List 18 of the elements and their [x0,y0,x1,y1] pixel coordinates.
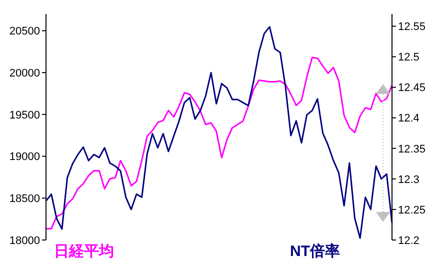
y-tick-label: 19500 [9,109,40,122]
y2-tick-label: 12.5 [398,52,420,64]
y2-tick-label: 12.55 [398,21,426,34]
line-series [45,26,393,239]
y2-tick-label: 12.4 [398,112,420,125]
y2-tick-label: 12.45 [398,82,426,94]
y-tick-label: 18000 [9,234,40,247]
y2-tick-label: 12.3 [398,174,420,186]
y-tick-label: 20000 [9,68,40,80]
y-tick-label: 20500 [9,26,40,38]
y2-tick-label: 12.2 [398,234,420,247]
y2-tick-label: 12.35 [398,143,426,156]
y2-tick-label: 12.25 [398,204,426,216]
series-label: 日経平均 [54,242,114,261]
series-label: NT倍率 [290,242,340,261]
line-series [45,56,393,230]
y-tick-label: 19000 [9,151,40,164]
y-tick-label: 18500 [9,193,40,206]
